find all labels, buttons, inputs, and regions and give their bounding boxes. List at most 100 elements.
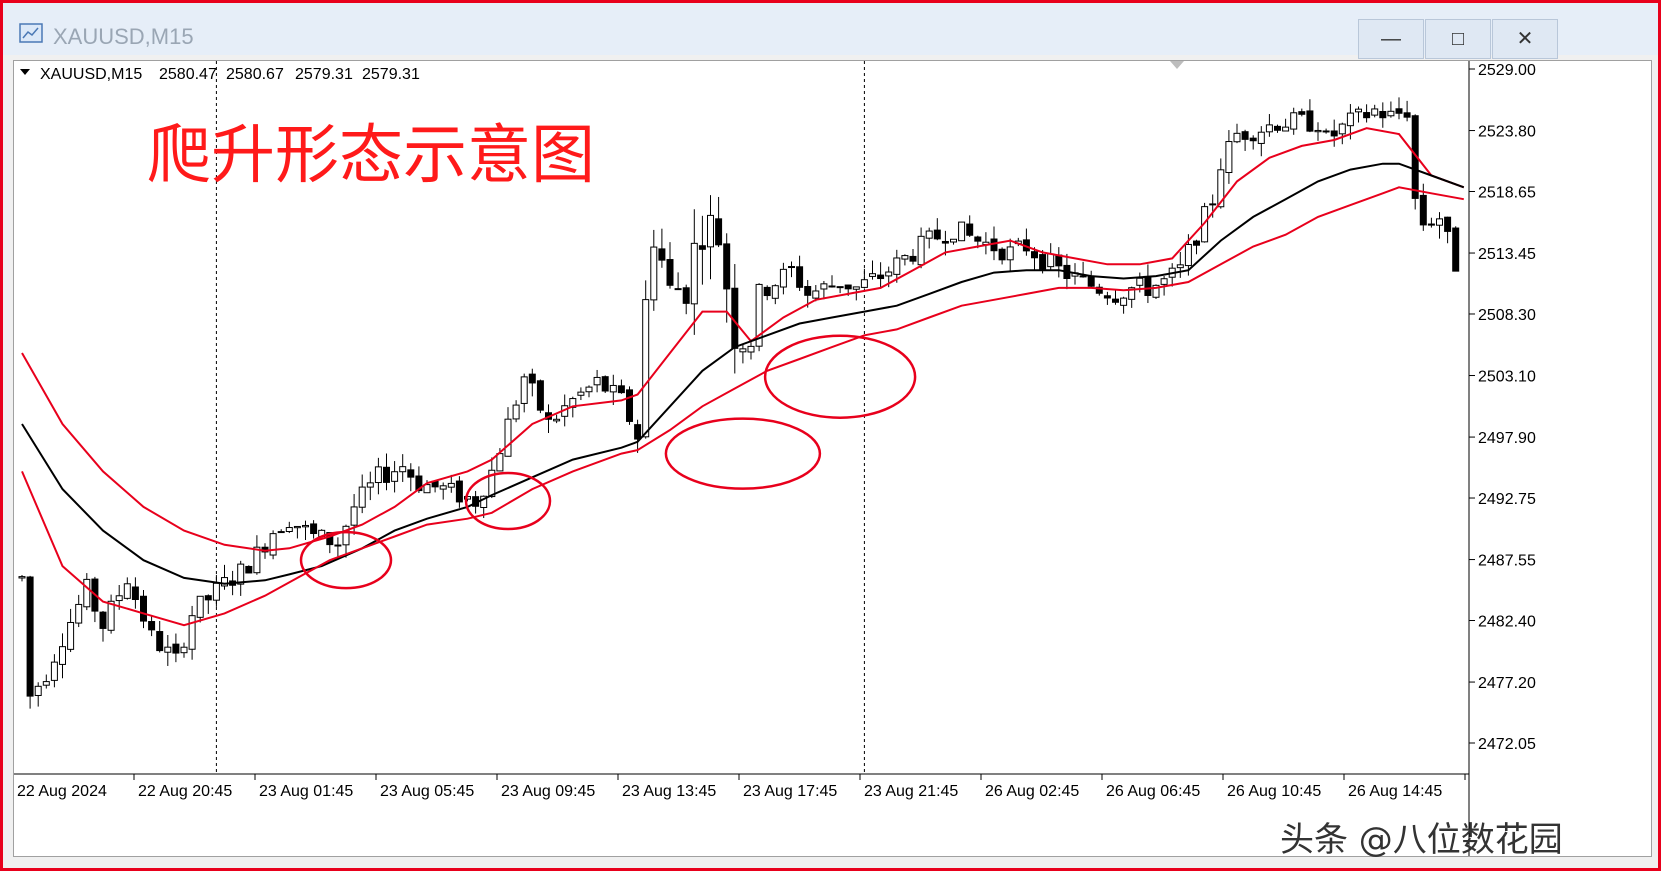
candle — [933, 218, 941, 241]
candle — [391, 461, 399, 493]
candle-body — [658, 248, 666, 261]
candle — [626, 386, 633, 425]
candle — [1241, 129, 1249, 151]
candle-body — [917, 235, 925, 266]
candle-body — [909, 255, 917, 262]
candle-body — [650, 246, 658, 301]
candle-body — [1152, 284, 1160, 298]
candle-body — [67, 621, 75, 650]
x-tick-label: 23 Aug 17:45 — [743, 783, 837, 800]
close-button[interactable]: ✕ — [1492, 19, 1558, 59]
candle-body — [609, 384, 617, 393]
candle-body — [293, 525, 301, 529]
candle — [869, 260, 876, 280]
candle — [820, 280, 828, 300]
candle — [212, 574, 220, 607]
candle-body — [520, 376, 528, 404]
candle-body — [585, 386, 593, 393]
candle — [909, 249, 917, 265]
candle-body — [326, 532, 334, 546]
chart-area[interactable]: 2529.00 2523.80 2518.65 2513.45 2508.30 2503.… — [13, 60, 1652, 857]
y-tick-label: 2523.80 — [1478, 124, 1536, 141]
candle-body — [974, 236, 982, 242]
candle — [172, 633, 180, 663]
candle — [399, 454, 407, 482]
candle — [950, 238, 957, 245]
x-tick-label: 26 Aug 14:45 — [1348, 783, 1442, 800]
candle — [1112, 289, 1119, 305]
candle — [455, 476, 463, 508]
candle — [553, 414, 561, 424]
candle-body — [285, 527, 293, 533]
chart-shift-marker[interactable] — [1170, 61, 1184, 69]
candle — [18, 574, 26, 582]
candle-body — [1103, 295, 1111, 299]
candle — [998, 247, 1006, 265]
candle — [852, 286, 860, 301]
candle-body — [666, 259, 674, 286]
candle-body — [1330, 130, 1338, 137]
candle-body — [788, 266, 795, 269]
candle — [310, 520, 318, 539]
candle — [1395, 97, 1403, 120]
candle — [982, 232, 990, 255]
candle-body — [131, 586, 139, 600]
candle-body — [107, 600, 115, 631]
candle-body — [1346, 112, 1354, 127]
candle — [1274, 124, 1281, 133]
candle-body — [26, 576, 34, 697]
candle — [804, 279, 812, 308]
candle-body — [1427, 223, 1435, 226]
maximize-button[interactable]: □ — [1425, 19, 1491, 59]
upper-band-line — [21, 127, 1465, 552]
candle-body — [1290, 112, 1298, 130]
y-tick-label: 2487.55 — [1478, 553, 1536, 570]
candle — [512, 400, 520, 423]
candle-body — [310, 523, 318, 535]
candle — [439, 482, 447, 500]
candle — [779, 262, 787, 295]
candle — [941, 230, 949, 256]
candle-body — [358, 486, 366, 508]
candle-body — [123, 583, 131, 599]
candle-body — [836, 286, 844, 289]
candle-body — [1193, 240, 1200, 246]
candle — [877, 262, 885, 289]
triangle-down-icon[interactable] — [20, 69, 30, 75]
candle — [1047, 243, 1055, 270]
candle — [156, 620, 164, 653]
minimize-button[interactable]: — — [1358, 19, 1424, 59]
candle-body — [536, 380, 544, 411]
candle — [658, 228, 666, 268]
candle — [204, 594, 212, 614]
candle — [164, 634, 172, 666]
candle — [723, 233, 731, 323]
candle-body — [439, 485, 447, 490]
candle-body — [893, 257, 901, 275]
candle — [99, 611, 107, 642]
candle-body — [1233, 132, 1241, 143]
candle-body — [634, 424, 642, 440]
candle — [1217, 158, 1225, 209]
pullback-circle — [299, 530, 393, 590]
candle-body — [1444, 216, 1452, 232]
candle — [698, 215, 706, 285]
candle — [1338, 122, 1346, 145]
candle-body — [747, 345, 755, 353]
candle-body — [828, 285, 836, 288]
candle-body — [577, 391, 585, 396]
annotation-title: 爬升形态示意图 — [147, 119, 595, 191]
candle-body — [50, 661, 58, 681]
candlestick-chart[interactable]: 2529.00 2523.80 2518.65 2513.45 2508.30 2503.… — [14, 61, 1651, 856]
candle — [577, 387, 585, 401]
candle-body — [796, 266, 804, 288]
ohlc-high: 2580.67 — [226, 66, 284, 83]
candle-body — [1128, 287, 1136, 300]
candle-body — [1282, 126, 1290, 132]
candle — [1355, 106, 1362, 123]
candle — [1411, 114, 1419, 210]
candle-body — [1265, 124, 1273, 133]
candle — [1265, 114, 1273, 137]
candle — [431, 480, 439, 493]
candle — [366, 471, 374, 501]
